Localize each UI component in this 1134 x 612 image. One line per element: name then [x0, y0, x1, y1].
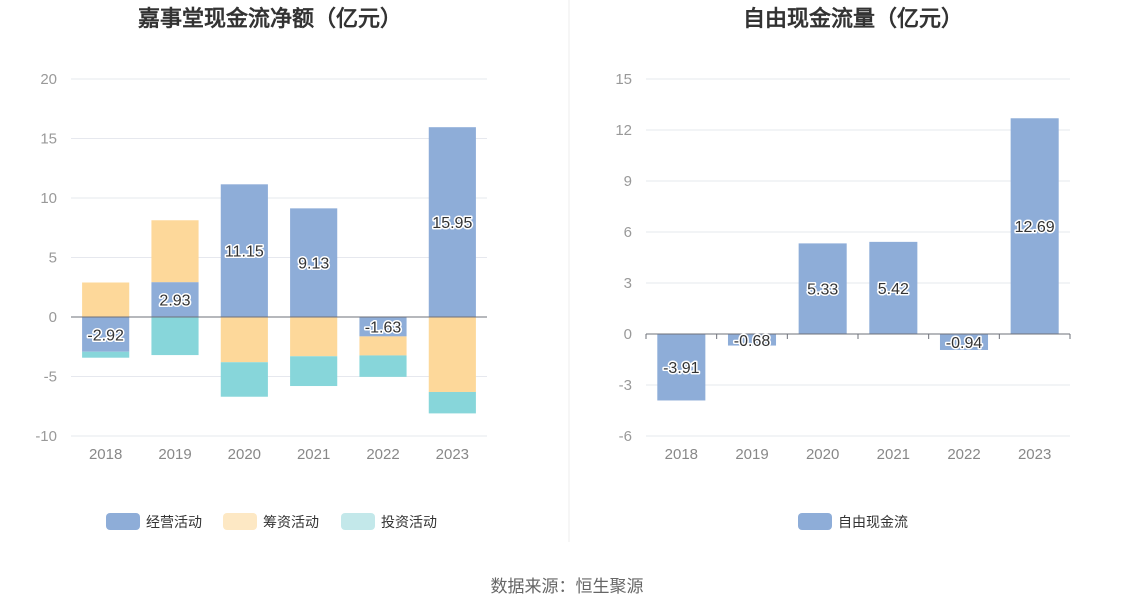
- bar-自由现金流-2019[interactable]: [727, 334, 777, 346]
- y-tick-label: 10: [40, 190, 57, 207]
- x-tick-label: 2019: [158, 446, 191, 463]
- data-labels: -3.91 -0.68 5.33 5.42 -0.94 12.69: [662, 218, 1057, 379]
- y-tick-label: -10: [35, 428, 57, 445]
- data-labels: -2.92 2.93 11.15 9.13 -1.63 15.95: [86, 214, 474, 346]
- data-label: 11.15: [225, 244, 264, 261]
- x-tick-label: 2022: [947, 446, 980, 463]
- free-cash-flow-chart-title: 自由现金流量（亿元）: [743, 6, 963, 31]
- legend-item-investing[interactable]: 投资活动: [341, 513, 437, 530]
- x-tick-label: 2023: [436, 446, 469, 463]
- bar-经营活动-2018[interactable]: [82, 317, 130, 352]
- x-tick-label: 2018: [665, 446, 698, 463]
- y-tick-label: 15: [615, 71, 632, 88]
- x-tick-labels: 2018 2019 2020 2021 2022 2023: [665, 446, 1052, 463]
- data-label: -1.63: [365, 320, 402, 337]
- legend: 自由现金流: [798, 513, 908, 530]
- bar-自由现金流-2020[interactable]: [798, 243, 847, 334]
- data-label: -0.94: [946, 335, 983, 352]
- x-tick-label: 2018: [89, 446, 122, 463]
- bar-筹资活动-2019[interactable]: [151, 220, 199, 283]
- x-tick-label: 2021: [297, 446, 330, 463]
- legend-label-fcf: 自由现金流: [838, 514, 908, 530]
- legend-item-operating[interactable]: 经营活动: [106, 513, 202, 530]
- bar-投资活动-2020[interactable]: [220, 362, 268, 397]
- data-label: -0.68: [734, 333, 771, 350]
- data-label: -2.92: [87, 327, 124, 344]
- cash-flow-net-chart-title: 嘉事堂现金流净额（亿元）: [138, 6, 402, 31]
- y-tick-label: 20: [40, 71, 57, 88]
- stacked-bars: [82, 127, 476, 414]
- data-label: 15.95: [432, 215, 472, 232]
- bar-自由现金流-2018[interactable]: [657, 334, 706, 401]
- data-label: 9.13: [298, 256, 329, 273]
- y-tick-label: 12: [615, 122, 632, 139]
- y-tick-label: -3: [619, 377, 632, 394]
- legend-swatch-financing: [223, 513, 257, 530]
- y-gridlines: [71, 78, 487, 437]
- data-label: 2.93: [159, 293, 190, 310]
- bar-经营活动-2019[interactable]: [151, 282, 199, 317]
- data-label: 5.33: [807, 282, 838, 299]
- free-cash-flow-chart: 自由现金流量（亿元） 15 12 9 6 3 0 -3 -6 2018 2019 2020 2021…: [615, 6, 1071, 530]
- data-source-footer: 数据来源：恒生聚源: [491, 577, 644, 596]
- y-tick-label: -6: [619, 428, 632, 445]
- bar-投资活动-2022[interactable]: [359, 355, 407, 377]
- y-tick-label: 5: [49, 250, 57, 267]
- legend-label-operating: 经营活动: [146, 514, 202, 530]
- bar-经营活动-2022[interactable]: [359, 317, 407, 337]
- x-tick-label: 2023: [1018, 446, 1051, 463]
- y-tick-labels: 15 12 9 6 3 0 -3 -6: [615, 71, 632, 445]
- bar-投资活动-2023[interactable]: [428, 391, 476, 414]
- y-tick-label: 15: [40, 131, 57, 148]
- legend-swatch-operating: [106, 513, 140, 530]
- bar-自由现金流-2023[interactable]: [1010, 118, 1059, 335]
- bar-经营活动-2021[interactable]: [290, 208, 338, 317]
- x-tick-label: 2022: [366, 446, 399, 463]
- bar-经营活动-2020[interactable]: [220, 184, 268, 317]
- legend-item-financing[interactable]: 筹资活动: [223, 513, 319, 530]
- bar-投资活动-2018[interactable]: [82, 351, 130, 358]
- legend-label-investing: 投资活动: [381, 514, 437, 530]
- legend-item-fcf[interactable]: 自由现金流: [798, 513, 908, 530]
- y-tick-label: -5: [44, 369, 57, 386]
- data-label: -3.91: [663, 360, 700, 377]
- x-axis: [645, 333, 1071, 339]
- x-tick-label: 2020: [806, 446, 839, 463]
- bar-自由现金流-2021[interactable]: [869, 241, 918, 334]
- legend-swatch-fcf: [798, 513, 832, 530]
- legend: 经营活动 筹资活动 投资活动: [106, 513, 437, 530]
- x-tick-label: 2021: [877, 446, 910, 463]
- data-label: 12.69: [1015, 219, 1055, 236]
- legend-label-financing: 筹资活动: [263, 514, 319, 530]
- bar-自由现金流-2022[interactable]: [939, 334, 989, 350]
- bar-投资活动-2019[interactable]: [151, 317, 199, 356]
- bar-筹资活动-2022[interactable]: [359, 336, 407, 356]
- y-tick-labels: 20 15 10 5 0 -5 -10: [35, 71, 57, 445]
- y-tick-label: 9: [624, 173, 632, 190]
- bar-筹资活动-2021[interactable]: [290, 317, 338, 357]
- bar-筹资活动-2018[interactable]: [82, 282, 130, 317]
- bars: [657, 118, 1059, 401]
- bar-经营活动-2023[interactable]: [428, 127, 476, 317]
- bar-投资活动-2021[interactable]: [290, 356, 338, 387]
- y-tick-label: 6: [624, 224, 632, 241]
- x-tick-label: 2019: [735, 446, 768, 463]
- x-tick-labels: 2018 2019 2020 2021 2022 2023: [89, 446, 469, 463]
- y-gridlines: [646, 78, 1070, 437]
- data-label: 5.42: [878, 281, 909, 298]
- y-tick-label: 0: [49, 309, 57, 326]
- bar-筹资活动-2023[interactable]: [428, 317, 476, 392]
- x-tick-label: 2020: [228, 446, 261, 463]
- bar-筹资活动-2020[interactable]: [220, 317, 268, 363]
- y-tick-label: 0: [624, 326, 632, 343]
- legend-swatch-investing: [341, 513, 375, 530]
- y-tick-label: 3: [624, 275, 632, 292]
